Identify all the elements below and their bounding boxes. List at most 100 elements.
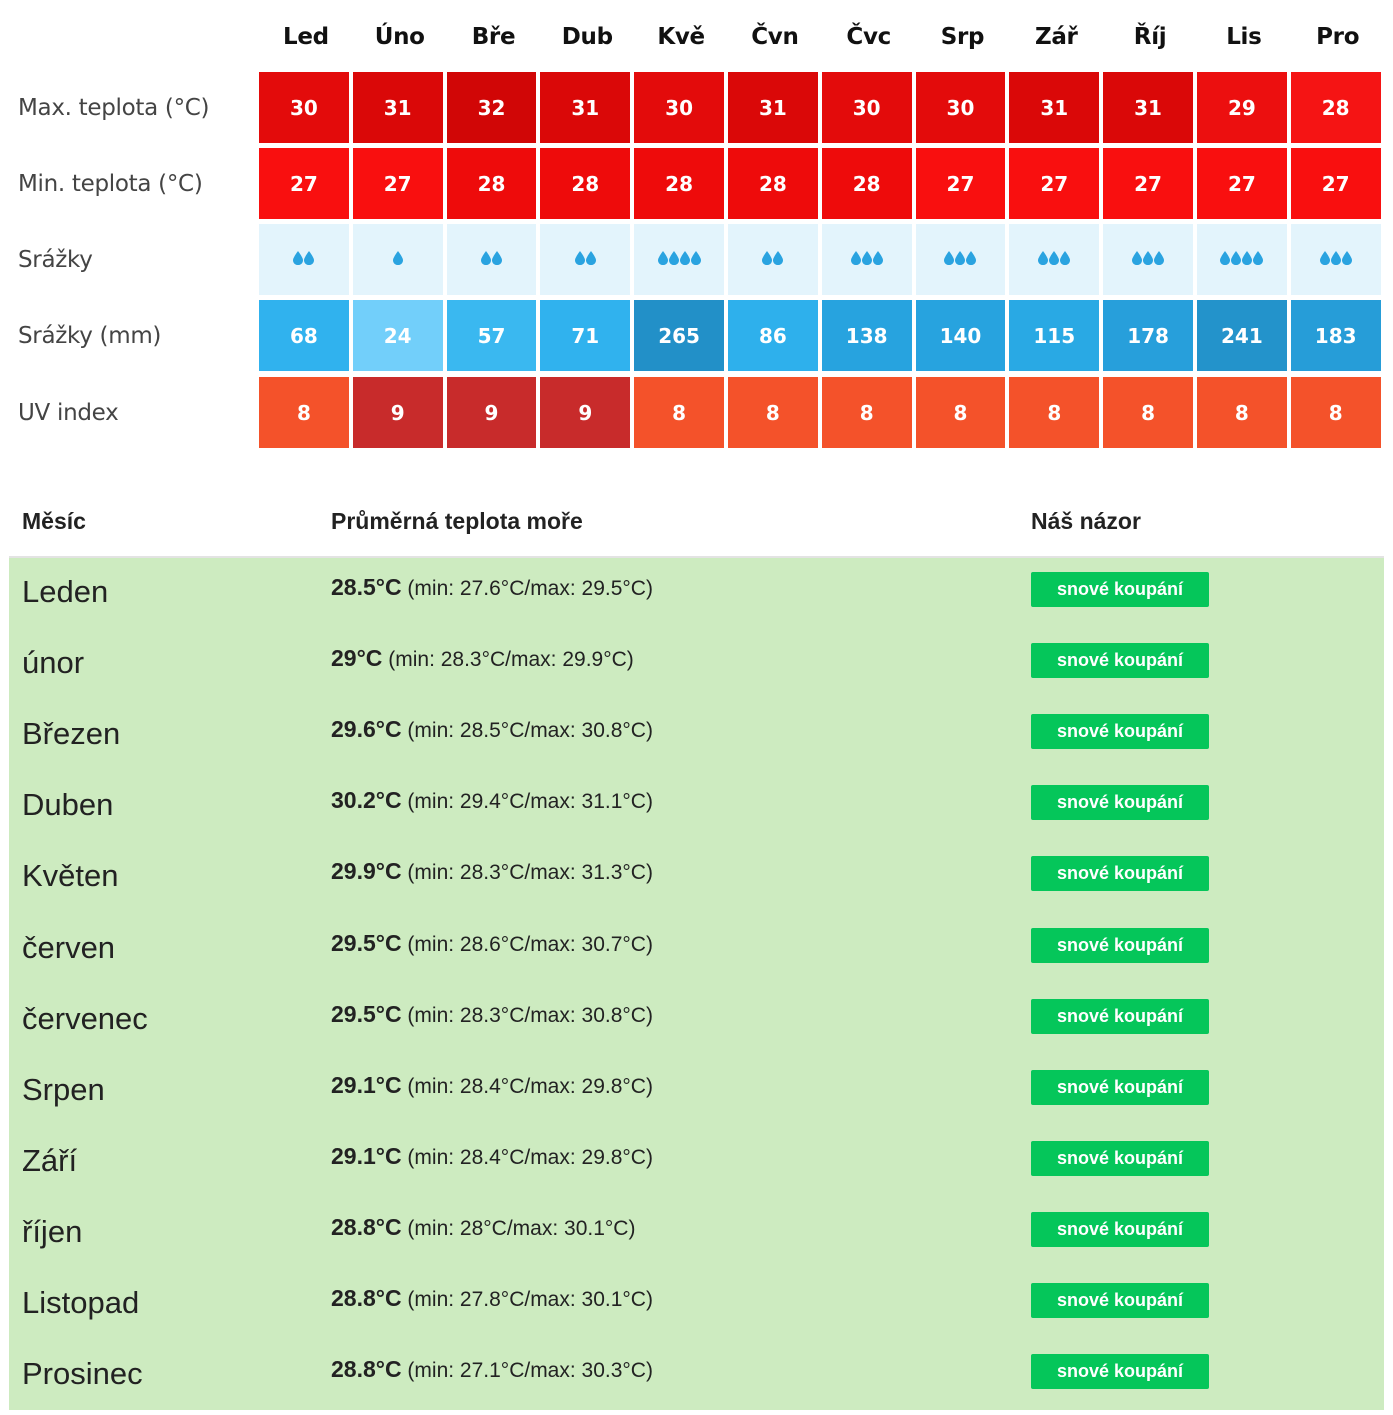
sea-month-name: Duben — [22, 787, 114, 823]
sea-month-name: Květen — [22, 858, 119, 894]
water-drop-icon — [574, 249, 585, 270]
opinion-badge: snové koupání — [1031, 785, 1209, 821]
sea-month-name: únor — [22, 645, 85, 681]
table-row: Březen 29.6°C (min: 28.5°C/max: 30.8°C) sn… — [9, 700, 1384, 771]
precip-drops-cell — [727, 224, 818, 295]
min-value-cell: 28 — [634, 148, 724, 219]
sea-month-name: Prosinec — [22, 1356, 143, 1392]
month-header: Srp — [940, 24, 985, 50]
month-header: Led — [282, 24, 329, 50]
uv-value-cell: 8 — [915, 377, 1006, 448]
water-drop-icon — [1231, 249, 1242, 270]
mm-value-cell: 71 — [540, 300, 631, 371]
opinion-badge: snové koupání — [1031, 1069, 1209, 1105]
water-drop-icon — [1242, 249, 1253, 270]
row-label-uv: UV index — [18, 400, 119, 426]
water-drop-icon — [679, 249, 690, 270]
climate-table: Led Úno Bře Dub Kvě Čvn Čvc Srp Zář Říj … — [0, 0, 1393, 460]
min-temp-row: 27 27 28 28 28 28 28 27 27 27 27 27 — [259, 148, 1385, 219]
precip-drops-cell — [821, 224, 912, 295]
sea-temp-avg: 29.5°C — [331, 929, 402, 956]
mm-value-cell: 24 — [352, 300, 443, 371]
min-value-cell: 27 — [259, 148, 349, 219]
uv-value-cell: 8 — [1009, 377, 1100, 448]
opinion-badge: snové koupání — [1031, 1211, 1209, 1247]
opinion-badge: snové koupání — [1031, 643, 1209, 679]
table-row: Leden 28.5°C (min: 27.6°C/max: 29.5°C) sno… — [9, 558, 1384, 629]
sea-temp-range: (min: 28.3°C/max: 30.8°C) — [407, 1003, 653, 1027]
sea-temp-cell: 29°C (min: 28.3°C/max: 29.9°C) — [331, 645, 634, 672]
min-value-cell: 28 — [821, 148, 912, 219]
precip-drops-cell — [1103, 224, 1193, 295]
sea-temp-avg: 29.9°C — [331, 858, 402, 885]
water-drop-icon — [955, 249, 966, 270]
water-drop-icon — [762, 249, 773, 270]
opinion-badge: snové koupání — [1031, 1140, 1209, 1176]
precip-drops-cell — [446, 224, 537, 295]
header-opinion: Náš názor — [1031, 508, 1141, 534]
mm-value-cell: 183 — [1290, 300, 1381, 371]
sea-temp-range: (min: 28.6°C/max: 30.7°C) — [407, 932, 653, 956]
water-drop-icon — [657, 249, 668, 270]
sea-temp-cell: 30.2°C (min: 29.4°C/max: 31.1°C) — [331, 787, 653, 814]
month-header: Kvě — [657, 24, 705, 50]
mm-value-cell: 140 — [915, 300, 1006, 371]
sea-temp-cell: 29.5°C (min: 28.3°C/max: 30.8°C) — [331, 1001, 653, 1028]
max-value-cell: 31 — [1009, 72, 1100, 143]
water-drop-icon — [1060, 249, 1071, 270]
water-drop-icon — [293, 249, 304, 270]
table-row: Duben 30.2°C (min: 29.4°C/max: 31.1°C) sno… — [9, 771, 1384, 842]
water-drop-icon — [1132, 249, 1143, 270]
uv-value-cell: 9 — [446, 377, 537, 448]
sea-month-name: Leden — [22, 574, 109, 609]
sea-temp-range: (min: 28.3°C/max: 31.3°C) — [407, 861, 653, 885]
sea-month-name: Listopad — [22, 1285, 140, 1320]
table-row: Květen 29.9°C (min: 28.3°C/max: 31.3°C) sn… — [9, 842, 1384, 913]
header-month: Měsíc — [22, 508, 86, 534]
sea-temp-avg: 28.8°C — [331, 1285, 402, 1311]
precip-drops-cell — [1009, 224, 1100, 295]
row-label-min-temp: Min. teplota (°C) — [18, 171, 203, 197]
max-value-cell: 30 — [915, 72, 1006, 143]
sea-temp-cell: 29.6°C (min: 28.5°C/max: 30.8°C) — [331, 716, 653, 743]
sea-month-name: Září — [22, 1142, 78, 1178]
sea-temp-range: (min: 28.4°C/max: 29.8°C) — [407, 1145, 653, 1169]
month-header: Čvc — [846, 24, 891, 50]
opinion-badge: snové koupání — [1031, 1354, 1209, 1390]
table-row: únor 29°C (min: 28.3°C/max: 29.9°C) snové … — [9, 629, 1384, 700]
sea-month-name: červenec — [22, 1000, 148, 1036]
month-header: Bře — [471, 24, 516, 50]
precip-drops-cell — [1290, 224, 1381, 295]
sea-temp-cell: 28.8°C (min: 28°C/max: 30.1°C) — [331, 1214, 635, 1241]
water-drop-icon — [1319, 249, 1330, 270]
sea-temp-avg: 29°C — [331, 645, 383, 672]
month-header: Dub — [561, 24, 613, 50]
table-row: červenec 29.5°C (min: 28.3°C/max: 30.8°C)… — [9, 985, 1384, 1056]
sea-temp-range: (min: 27.1°C/max: 30.3°C) — [407, 1359, 653, 1383]
water-drop-icon — [1330, 249, 1341, 270]
water-drop-icon — [668, 249, 679, 270]
uv-value-cell: 8 — [1290, 377, 1381, 448]
sea-temp-range: (min: 28°C/max: 30.1°C) — [407, 1216, 636, 1240]
sea-table-header: Měsíc Průměrná teplota moře Náš názor — [0, 508, 1393, 554]
sea-temp-cell: 28.8°C (min: 27.1°C/max: 30.3°C) — [331, 1356, 653, 1383]
sea-temp-cell: 29.1°C (min: 28.4°C/max: 29.8°C) — [331, 1072, 653, 1099]
sea-temp-avg: 29.1°C — [331, 1071, 402, 1098]
uv-value-cell: 8 — [727, 377, 818, 448]
min-value-cell: 27 — [352, 148, 443, 219]
header-sea-temp: Průměrná teplota moře — [331, 508, 583, 534]
month-header: Úno — [374, 24, 425, 50]
sea-temp-range: (min: 28.3°C/max: 29.9°C) — [388, 648, 634, 672]
min-value-cell: 27 — [1290, 148, 1381, 219]
sea-temp-avg: 30.2°C — [331, 787, 402, 814]
max-temp-row: 30 31 32 31 30 31 30 30 31 31 29 28 — [259, 72, 1385, 143]
mm-value-cell: 86 — [727, 300, 818, 371]
precip-drops-cell — [915, 224, 1006, 295]
month-header: Zář — [1034, 24, 1078, 50]
water-drop-icon — [1220, 249, 1231, 270]
uv-value-cell: 8 — [1196, 377, 1287, 448]
sea-month-name: Březen — [22, 716, 121, 752]
precip-mm-row: 68 24 57 71 265 86 138 140 115 178 241 183 — [259, 300, 1385, 371]
month-header: Lis — [1226, 24, 1262, 50]
mm-value-cell: 241 — [1196, 300, 1287, 371]
